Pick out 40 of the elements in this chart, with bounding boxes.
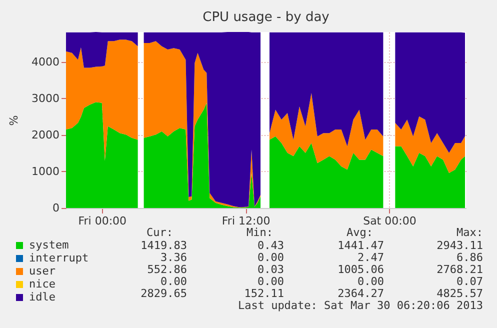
y-tick-label: 3000: [32, 92, 60, 105]
text: 1441.47: [338, 239, 384, 252]
text: 552.86: [147, 263, 187, 276]
x-tick-label: Sat 00:00: [363, 214, 416, 228]
y-axis-title: %: [8, 115, 21, 126]
x-tick-label: Fri 12:00: [222, 214, 270, 228]
x-tick-label: Fri 00:00: [78, 214, 127, 228]
text: 0.00: [160, 275, 187, 288]
text: Min:: [246, 226, 273, 239]
text: Last update: Sat Mar 30 06:20:06 2013: [238, 299, 483, 312]
text: 2829.65: [140, 287, 187, 300]
text: 0.00: [258, 251, 284, 264]
legend-label: user: [29, 264, 56, 278]
text: 1005.06: [338, 263, 384, 276]
text: 6.86: [456, 251, 483, 264]
legend-label: nice: [29, 278, 56, 290]
legend-label: interrupt: [29, 252, 89, 264]
text: 0.07: [456, 275, 483, 288]
text: 3.36: [160, 251, 187, 264]
text: Avg:: [346, 226, 373, 239]
legend-label: idle: [29, 290, 56, 304]
legend-label: system: [29, 238, 70, 252]
text: Max:: [456, 226, 483, 239]
text: 2768.21: [436, 263, 483, 276]
text: 0.00: [258, 275, 284, 288]
text: 0.03: [258, 263, 284, 276]
y-tick-label: 4000: [32, 55, 60, 68]
y-tick-label: 2000: [32, 128, 60, 142]
text: 2.47: [358, 251, 384, 264]
chart-title: CPU usage - by day: [202, 10, 330, 25]
text: 152.11: [244, 287, 284, 300]
text: 4825.57: [436, 287, 483, 300]
y-tick-label: 1000: [32, 164, 60, 178]
text: 2943.11: [436, 239, 483, 252]
text: 1419.83: [140, 239, 187, 252]
text: 2364.27: [338, 287, 384, 300]
text: 0.00: [358, 275, 384, 288]
text: 0.43: [258, 239, 284, 252]
y-tick-label: 0: [52, 202, 60, 214]
text: Cur:: [146, 226, 173, 239]
